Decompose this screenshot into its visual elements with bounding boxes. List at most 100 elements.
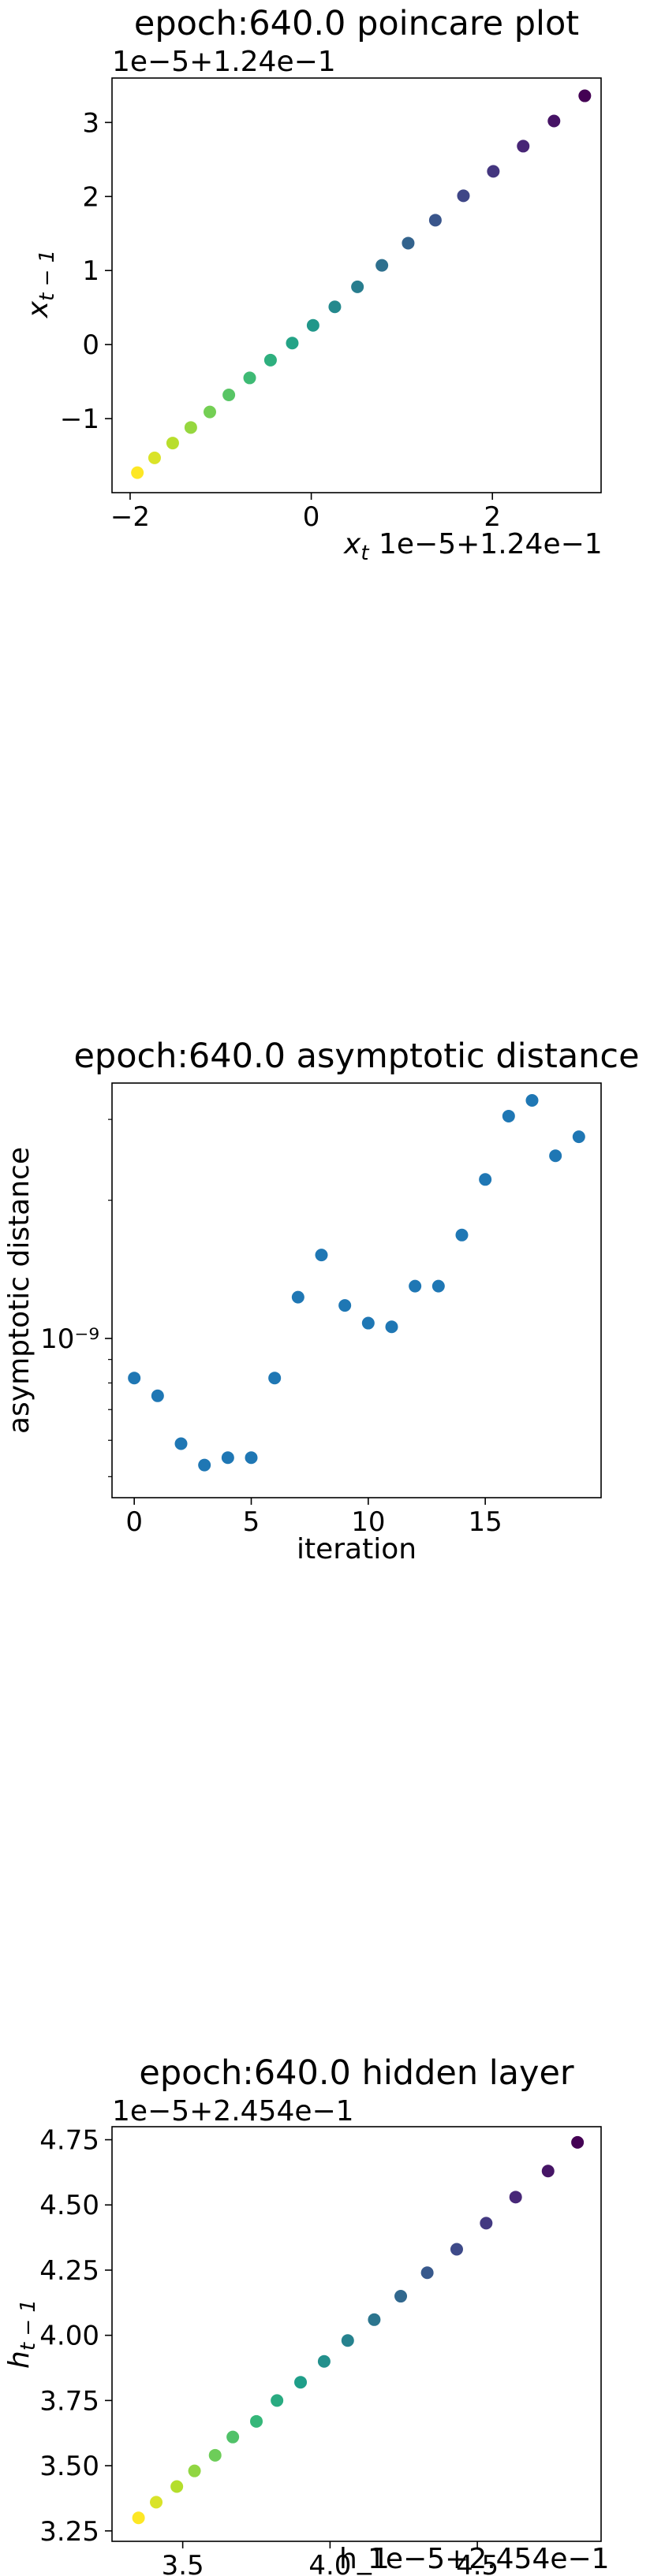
data-point — [351, 280, 364, 293]
data-point — [131, 466, 144, 479]
data-point — [572, 1130, 585, 1144]
data-point — [221, 1451, 234, 1465]
data-point — [132, 2511, 145, 2525]
data-point — [341, 2334, 354, 2347]
asymptotic-distance-chart: epoch:640.0 asymptotic distance 0 5 10 15 1… — [3, 1037, 640, 1565]
y-tick-label: 3.25 — [39, 2516, 99, 2548]
data-point — [151, 1389, 164, 1402]
y-offset-label: 1e−5+2.454e−1 — [112, 2095, 354, 2127]
data-point — [208, 2448, 222, 2462]
y-tick-label: 4.00 — [39, 2321, 99, 2352]
x-tick-label: 0 — [303, 501, 320, 533]
x-tick-label: −2 — [110, 501, 150, 533]
y-offset-label: 1e−5+1.24e−1 — [112, 46, 336, 78]
x-offset-label: 1e−5+2.454e−1 — [368, 2543, 610, 2575]
data-point — [271, 2394, 284, 2407]
x-tick-label: 15 — [469, 1506, 502, 1538]
data-point — [128, 1372, 141, 1385]
y-tick-label: 4.25 — [39, 2255, 99, 2287]
x-tick-label: 2 — [484, 501, 501, 533]
plot-frame — [111, 77, 602, 493]
x-offset-label: 1e−5+1.24e−1 — [379, 528, 603, 560]
data-point — [541, 2165, 555, 2178]
data-point — [578, 89, 592, 102]
chart-title: epoch:640.0 poincare plot — [134, 4, 579, 43]
data-point — [150, 2496, 163, 2509]
chart-title: epoch:640.0 asymptotic distance — [73, 1037, 639, 1076]
data-point — [328, 300, 342, 314]
y-tick-label: −1 — [60, 404, 99, 435]
data-point — [291, 1290, 304, 1304]
data-point — [509, 2191, 522, 2204]
x-axis-label: xt — [343, 528, 369, 565]
y-tick-label: 0 — [82, 329, 99, 361]
data-point — [338, 1299, 352, 1312]
data-point — [317, 2355, 331, 2368]
data-point — [502, 1109, 515, 1122]
data-point — [385, 1320, 398, 1334]
chart-title: epoch:640.0 hidden layer — [139, 2053, 574, 2093]
y-tick-label: 4.75 — [39, 2125, 99, 2157]
plot-frame — [111, 2126, 602, 2542]
data-point — [315, 1249, 328, 1262]
data-point — [431, 1279, 445, 1293]
data-point — [368, 2313, 381, 2326]
data-point — [263, 353, 277, 367]
y-axis-label: ht − 1 — [3, 2299, 40, 2369]
y-tick-label: 10⁻⁹ — [40, 1323, 99, 1355]
x-tick-label: 4.5 — [456, 2550, 499, 2576]
data-point — [479, 1173, 492, 1186]
x-tick-label: 4.0 — [308, 2550, 351, 2576]
data-point — [294, 2376, 308, 2389]
data-point — [517, 140, 530, 153]
data-point — [361, 1316, 375, 1330]
data-point — [174, 1437, 188, 1450]
data-point — [547, 114, 561, 128]
data-point — [428, 214, 442, 227]
data-point — [549, 1149, 562, 1163]
y-tick-label: 3.75 — [39, 2385, 99, 2417]
y-axis-label: xt − 1 — [22, 250, 59, 318]
y-tick-label: 1 — [82, 255, 99, 287]
x-tick-label: 3.5 — [162, 2550, 204, 2576]
y-tick-label: 4.50 — [39, 2190, 99, 2221]
x-tick-label: 10 — [351, 1506, 385, 1538]
data-point — [286, 337, 299, 350]
data-point — [184, 421, 197, 434]
plot-frame — [111, 1082, 602, 1498]
hidden-layer-chart: epoch:640.0 hidden layer 1e−5+2.454e−1 3… — [3, 2053, 610, 2576]
data-point — [243, 371, 256, 385]
data-point — [198, 1458, 211, 1472]
y-tick-label: 3 — [82, 107, 99, 139]
data-point — [480, 2217, 493, 2230]
poincare-chart: epoch:640.0 poincare plot 1e−5+1.24e−1 −… — [22, 4, 603, 565]
x-tick-label: 0 — [125, 1506, 143, 1538]
data-point — [394, 2290, 408, 2303]
y-tick-label: 2 — [82, 181, 99, 213]
data-point — [457, 189, 470, 203]
data-point — [148, 451, 161, 464]
data-point — [525, 1094, 539, 1107]
data-point — [268, 1372, 282, 1385]
y-axis-label: asymptotic distance — [3, 1147, 35, 1434]
x-axis-label: h_1 — [339, 2543, 390, 2575]
data-point — [455, 1228, 469, 1241]
x-axis-label: iteration — [297, 1533, 417, 1565]
data-point — [226, 2430, 240, 2444]
data-point — [450, 2243, 463, 2256]
data-point — [571, 2135, 585, 2149]
y-tick-label: 3.50 — [39, 2451, 99, 2482]
data-point — [204, 405, 216, 419]
data-point — [487, 165, 500, 178]
data-point — [375, 259, 389, 272]
data-point — [188, 2464, 201, 2477]
data-point — [402, 236, 415, 250]
data-point — [170, 2480, 184, 2493]
data-point — [166, 437, 179, 450]
data-point — [409, 1279, 422, 1293]
data-point — [306, 318, 319, 332]
data-point — [250, 2414, 263, 2428]
data-point — [420, 2266, 434, 2280]
data-point — [245, 1451, 258, 1465]
